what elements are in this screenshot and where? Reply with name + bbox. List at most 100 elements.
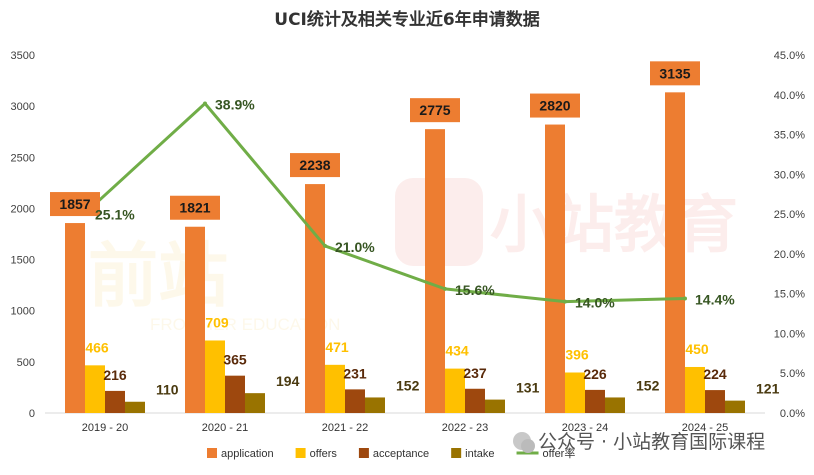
application-bar (425, 129, 445, 413)
axes: 0 500 1000 1500 2000 2500 3000 3500 0.0% 5.0% 10.0… (11, 50, 806, 434)
application-bar (305, 184, 325, 413)
intake-bar (725, 400, 745, 413)
application-label-box (170, 195, 220, 220)
offers-data-label: 434 (445, 343, 469, 359)
legend-label: offers (310, 448, 338, 460)
y2-tick-label: 10.0% (774, 328, 805, 340)
y2-tick-label: 35.0% (774, 130, 805, 142)
y2-tick-label: 40.0% (774, 90, 805, 102)
intake-bar (125, 401, 145, 413)
intake-data-label: 121 (756, 381, 780, 397)
footer-watermark: 公众号 · 小站教育国际课程 (513, 431, 765, 453)
legend-label: application (221, 448, 274, 460)
acceptance-bar (225, 375, 245, 413)
offer-rate-data-label: 14.4% (695, 291, 735, 307)
x-tick-label: 2020 - 21 (202, 422, 248, 434)
offers-bar (685, 366, 705, 413)
x-tick-label: 2024 - 25 (682, 422, 728, 434)
intake-data-label: 131 (516, 380, 540, 396)
application-label-box (290, 153, 340, 178)
center-watermark-logo: 小站教育 (395, 178, 738, 266)
y2-tick-label: 0.0% (780, 408, 805, 420)
application-data-label: 2820 (539, 98, 570, 114)
application-bar (545, 124, 565, 413)
data-labels: 1857 1821 2238 2775 2820 3135 466 709 471 434 396 4… (50, 61, 780, 398)
chart-title: UCI统计及相关专业近6年申请数据 (274, 9, 539, 30)
y-tick-label: 3500 (11, 50, 35, 62)
application-bar (185, 226, 205, 413)
y-tick-label: 0 (29, 408, 35, 420)
offer-rate-data-label: 38.9% (215, 97, 255, 113)
y-tick-label: 1500 (11, 255, 35, 267)
legend-label: acceptance (373, 448, 429, 460)
legend-swatch-acceptance (358, 448, 369, 458)
offers-data-label: 471 (325, 339, 349, 355)
x-tick-label: 2022 - 23 (442, 422, 488, 434)
application-label-box (530, 93, 580, 118)
offer-rate-point (683, 296, 687, 301)
acceptance-bar (105, 390, 125, 413)
application-data-label: 1821 (179, 200, 210, 216)
offers-data-label: 709 (205, 314, 229, 330)
offer-rate-point (443, 286, 447, 291)
acceptance-data-label: 365 (223, 352, 247, 368)
offers-bar (565, 372, 585, 413)
offer-rate-data-label: 25.1% (95, 206, 135, 222)
footer-watermark-text: 公众号 · 小站教育国际课程 (538, 431, 765, 453)
application-label-box (50, 192, 100, 217)
offer-rate-point (203, 101, 207, 106)
offers-bar (325, 364, 345, 413)
y2-tick-label: 20.0% (774, 249, 805, 261)
intake-bar (485, 399, 505, 413)
application-bar (665, 92, 685, 413)
y2-tick-label: 5.0% (780, 368, 805, 380)
offer-rate-point (323, 243, 327, 248)
acceptance-data-label: 216 (103, 367, 127, 383)
y2-tick-label: 45.0% (774, 50, 805, 62)
offers-data-label: 396 (565, 346, 589, 362)
application-bar (65, 223, 85, 413)
legend-swatch-intake (451, 448, 462, 458)
offers-data-label: 466 (85, 339, 109, 355)
offer-rate-data-label: 15.6% (455, 282, 495, 298)
legend: application offers acceptance intake offer率 (207, 446, 575, 460)
offer-rate-point (563, 299, 567, 304)
acceptance-data-label: 237 (463, 365, 487, 381)
application-data-label: 1857 (59, 196, 90, 212)
x-tick-label: 2021 - 22 (322, 422, 368, 434)
offers-bar (445, 368, 465, 413)
offer-rate-line-path (83, 102, 686, 304)
legend-label: offer率 (543, 446, 576, 460)
acceptance-bar (705, 390, 725, 413)
x-tick-label: 2023 - 24 (562, 422, 608, 434)
application-data-label: 3135 (659, 65, 690, 81)
application-label-box (410, 98, 460, 123)
acceptance-data-label: 231 (343, 365, 367, 381)
y-tick-label: 2000 (11, 203, 35, 215)
y-tick-label: 3000 (11, 101, 35, 113)
bars (65, 92, 745, 413)
offer-rate-data-label: 14.0% (575, 295, 615, 311)
acceptance-data-label: 226 (583, 366, 607, 382)
acceptance-bar (465, 388, 485, 413)
acceptance-bar (585, 389, 605, 413)
y-tick-label: 500 (17, 357, 35, 369)
center-logo-text: 小站教育 (490, 188, 738, 261)
y2-tick-label: 15.0% (774, 289, 805, 301)
left-logo-text: 前站 (88, 235, 228, 317)
offer-rate-data-label: 21.0% (335, 239, 375, 255)
intake-data-label: 152 (636, 377, 660, 393)
y-tick-label: 1000 (11, 306, 35, 318)
offers-data-label: 450 (685, 341, 709, 357)
y-tick-label: 2500 (11, 152, 35, 164)
legend-swatch-application (207, 448, 217, 458)
application-data-label: 2238 (299, 157, 330, 173)
y2-tick-label: 25.0% (774, 209, 805, 221)
intake-bar (605, 397, 625, 413)
x-tick-label: 2019 - 20 (82, 422, 128, 434)
acceptance-bar (345, 389, 365, 413)
intake-data-label: 110 (156, 382, 179, 398)
acceptance-data-label: 224 (703, 366, 727, 382)
application-label-box (650, 61, 700, 86)
